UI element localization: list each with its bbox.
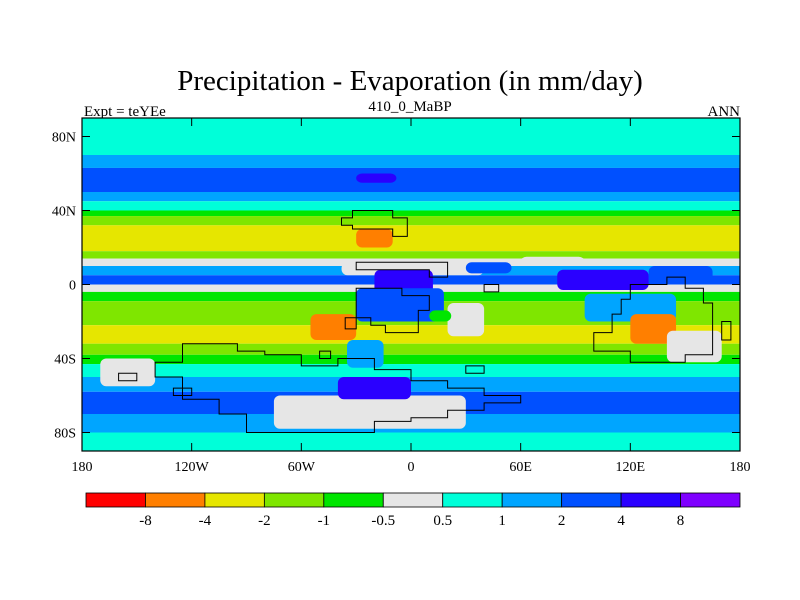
continent-outline-10 [172,387,193,396]
colorbar-swatch [382,492,444,508]
chart-subtitle: 410_0_MaBP [368,99,451,115]
continent-outline-7 [721,321,732,341]
field-region-17 [273,395,466,429]
x-tick-label: 120W [175,460,210,475]
colorbar-swatch [323,492,384,508]
colorbar-swatch [561,492,622,508]
colorbar: -8 -4 -2 -1 -0.5 0.5 1 2 4 8 [85,492,741,529]
field-band-22 [82,432,740,451]
colorbar-swatch [263,492,325,508]
colorbar-label: -8 [139,513,152,529]
continent-outline-11 [465,365,485,374]
field-region-7 [648,266,713,285]
field-region-15 [630,314,677,344]
continent-outline-6 [593,276,714,363]
experiment-label: Expt = teYEe [84,104,166,120]
y-tick-label: 0 [69,279,76,294]
colorbar-swatch [620,492,681,508]
continent-outline-9 [118,372,138,382]
x-tick-label: 120E [616,460,646,475]
field-region-9 [356,288,444,322]
colorbar-swatch [145,492,206,508]
field-band-6 [82,216,740,226]
colorbar-swatch [85,492,146,508]
field-region-1 [356,173,397,183]
x-axis: 180 120W 60W 0 60E 120E 180 [72,118,751,475]
field-band-3 [82,192,740,202]
x-tick-label: 180 [72,460,93,475]
field-region-19 [100,358,156,387]
colorbar-swatch [442,492,503,508]
x-tick-label: 60E [509,460,532,475]
colorbar-label: -0.5 [371,513,395,529]
field-region-13 [429,310,452,322]
colorbar-swatch [501,492,563,508]
continent-outline-1 [341,210,408,237]
continent-outlines [118,210,732,433]
field-region-5 [520,256,585,266]
x-tick-label: 180 [730,460,751,475]
field-band-1 [82,155,740,168]
colorbar-label: -4 [199,513,212,529]
colorbar-label: 0.5 [433,513,452,529]
field-band-7 [82,225,740,252]
y-tick-label: 40N [52,205,76,220]
field-region-2 [356,229,393,248]
x-tick-label: 60W [288,460,316,475]
y-tick-label: 80S [54,427,76,442]
field-band-8 [82,251,740,259]
colorbar-label: -1 [318,513,331,529]
field-region-12 [447,303,485,337]
continent-outline-8 [483,284,500,293]
colorbar-label: 2 [558,513,566,529]
field-region-6 [557,269,649,291]
field-band-15 [82,325,740,344]
field-band-4 [82,201,740,211]
continent-outline-0 [154,343,522,433]
field-band-16 [82,343,740,355]
continent-outline-3 [344,317,357,330]
continent-outline-5 [355,261,449,278]
x-tick-label: 0 [408,460,415,475]
colorbar-label: 1 [498,513,506,529]
y-axis: 80N 40N 0 40S 80S [52,131,740,442]
continent-outline-2 [355,287,430,334]
colorbar-label: -2 [258,513,271,529]
season-label: ANN [708,104,741,120]
field-region-4 [465,262,512,274]
colorbar-label: 8 [677,513,685,529]
colorbar-swatch [204,492,265,508]
field-band-17 [82,354,740,365]
field-band-5 [82,210,740,217]
chart-title: Precipitation - Evaporation (in mm/day) [177,65,643,97]
field-region-18 [337,377,411,400]
field-region-11 [347,340,384,368]
colorbar-label: 4 [617,513,625,529]
y-tick-label: 80N [52,131,76,146]
y-tick-label: 40S [54,353,76,368]
continent-outline-4 [319,350,332,359]
field-region-16 [666,330,722,363]
colorbar-swatch [680,492,741,508]
